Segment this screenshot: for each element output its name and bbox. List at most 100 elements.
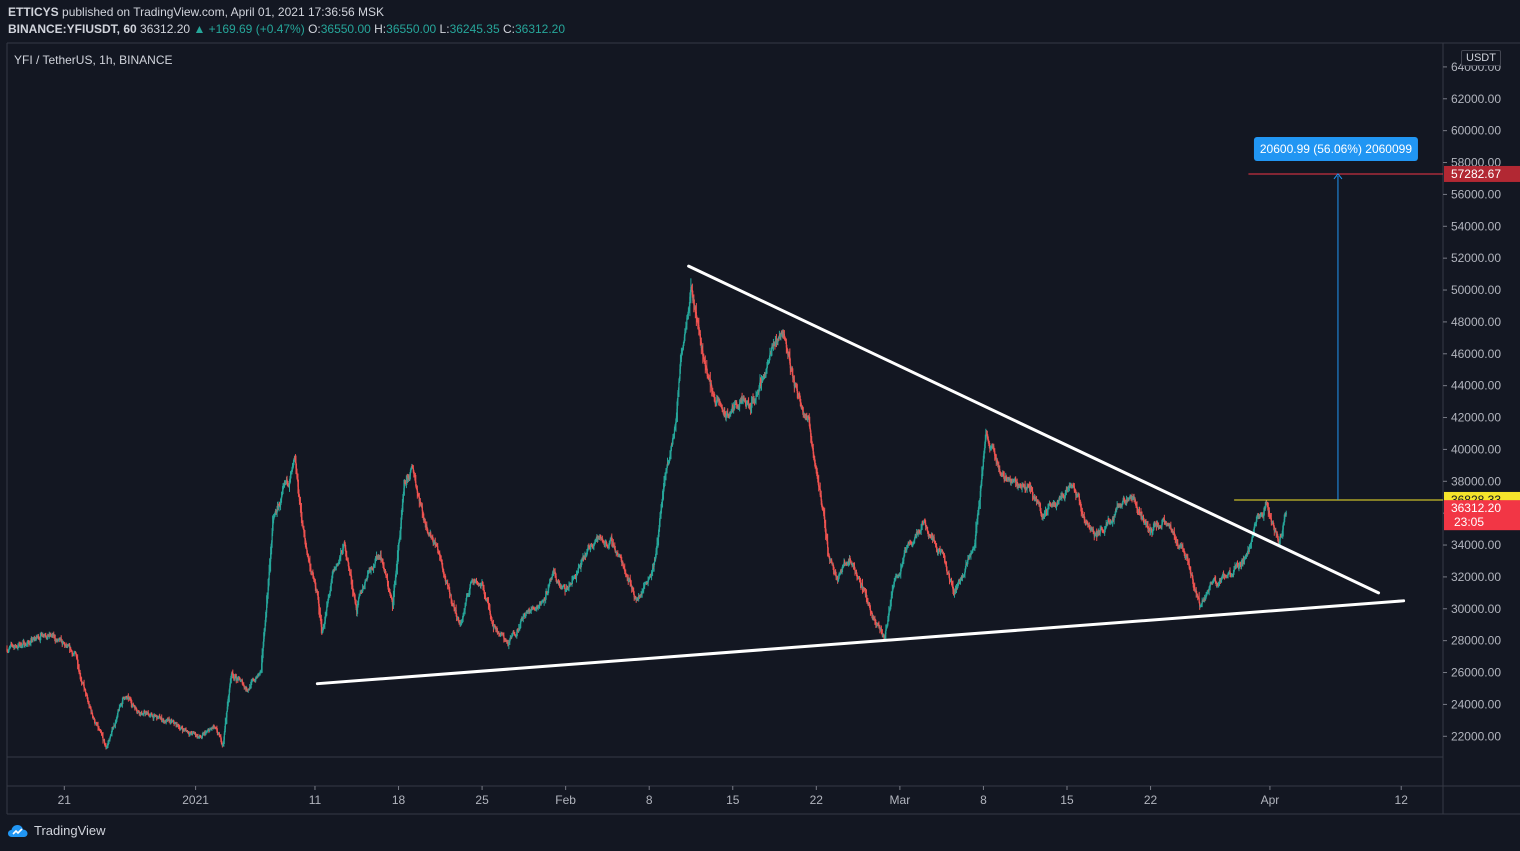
candle-body xyxy=(352,585,354,591)
candle-body xyxy=(264,623,266,631)
low-label: L: xyxy=(439,22,450,36)
candle-body xyxy=(271,533,273,543)
candle-body xyxy=(548,586,550,590)
candle-body xyxy=(818,481,820,487)
candle-body xyxy=(465,596,468,601)
candle-body xyxy=(374,558,377,562)
candle-body xyxy=(739,402,741,407)
candle-body xyxy=(643,586,645,591)
candle-body xyxy=(447,583,449,586)
candle-body xyxy=(147,712,149,715)
candle-body xyxy=(358,595,360,599)
candle-body xyxy=(266,604,268,613)
candle-body xyxy=(491,622,494,624)
candle-body xyxy=(771,345,773,350)
candle-body xyxy=(503,635,505,639)
candle-body xyxy=(302,522,304,528)
candle-body xyxy=(263,638,265,647)
candle-body xyxy=(449,589,451,595)
publish-info: ETTICYS published on TradingView.com, Ap… xyxy=(8,5,384,19)
candle-body xyxy=(103,740,106,744)
candle-body xyxy=(677,392,679,400)
candle-body xyxy=(78,669,80,673)
candle-body xyxy=(358,598,360,602)
candle-body xyxy=(382,561,384,566)
candle-body xyxy=(838,574,840,578)
candle-body xyxy=(1197,595,1199,598)
candle-body xyxy=(976,522,978,527)
candle-body xyxy=(387,585,390,590)
candle-body xyxy=(264,630,266,635)
candle-body xyxy=(1188,563,1190,568)
chart-background xyxy=(0,40,1520,851)
candle-body xyxy=(885,629,887,635)
candle-body xyxy=(1045,509,1048,513)
candle-body xyxy=(263,634,265,639)
candle-body xyxy=(1058,499,1060,503)
candle-body xyxy=(933,537,935,542)
candle-body xyxy=(111,730,113,734)
candle-body xyxy=(679,369,681,379)
candle-body xyxy=(1092,529,1094,532)
candle-body xyxy=(650,571,653,576)
candle-body xyxy=(952,590,955,594)
candle-body xyxy=(334,567,336,570)
candle-body xyxy=(869,608,872,612)
ohlc-legend: BINANCE:YFIUSDT, 60 36312.20 ▲ +169.69 (… xyxy=(8,22,565,36)
candle-body xyxy=(354,598,356,603)
symbol-name[interactable]: BINANCE:YFIUSDT, 60 xyxy=(8,22,137,36)
candle-body xyxy=(70,647,72,651)
candle-body xyxy=(437,546,439,551)
candle-body xyxy=(1209,584,1211,588)
candle-body xyxy=(783,333,785,338)
candle-body xyxy=(820,495,822,501)
candle-body xyxy=(296,472,298,478)
candle-body xyxy=(347,560,349,563)
author-name[interactable]: ETTICYS xyxy=(8,5,59,19)
candle-body xyxy=(345,548,347,552)
candle-body xyxy=(686,317,688,325)
candle-body xyxy=(318,606,320,612)
candle-body xyxy=(887,620,889,625)
candle-body xyxy=(711,386,713,392)
candle-body xyxy=(994,451,996,456)
candle-body xyxy=(305,546,308,549)
candle-body xyxy=(310,568,312,572)
candle-body xyxy=(1064,493,1066,497)
candle-body xyxy=(26,641,28,644)
candle-body xyxy=(875,622,877,626)
price-chart[interactable]: 20600.99 (56.06%) 2060099 64000.0062000.… xyxy=(0,40,1520,851)
candle-body xyxy=(604,541,606,545)
candle-body xyxy=(342,546,344,550)
candle-body xyxy=(386,578,389,583)
candle-body xyxy=(678,381,680,391)
candle-body xyxy=(964,568,967,572)
candle-body xyxy=(1099,530,1101,534)
candle-body xyxy=(91,713,94,716)
candle-body xyxy=(825,533,827,537)
candle-body xyxy=(1170,525,1172,530)
candle-body xyxy=(418,496,420,502)
candle-body xyxy=(400,517,403,524)
candle-body xyxy=(1087,522,1089,525)
candle-body xyxy=(393,584,396,592)
candle-body xyxy=(268,571,270,581)
candle-body xyxy=(346,555,348,559)
candle-body xyxy=(627,577,629,581)
candle-body xyxy=(809,427,811,431)
candle-body xyxy=(465,600,467,605)
candle-body xyxy=(879,626,881,631)
candle-body xyxy=(364,580,366,585)
candle-body xyxy=(262,646,264,652)
candle-body xyxy=(229,685,231,690)
candle-body xyxy=(484,595,487,599)
candle-body xyxy=(321,626,323,633)
candle-body xyxy=(656,543,658,549)
publish-text: published on TradingView.com, April 01, … xyxy=(62,5,385,19)
candle-body xyxy=(460,620,463,623)
low-value: 36245.35 xyxy=(449,22,500,36)
candle-body xyxy=(891,590,893,596)
candle-body xyxy=(948,576,951,581)
candle-body xyxy=(800,404,802,408)
candle-body xyxy=(699,333,701,340)
